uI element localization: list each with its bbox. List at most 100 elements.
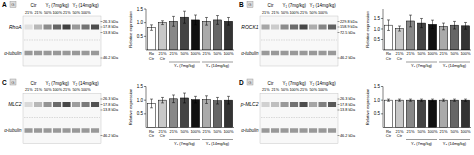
error-cap [150, 24, 153, 25]
x-tick-label-line: 21% [439, 129, 447, 134]
error-bar [431, 20, 434, 28]
error-cap [172, 102, 175, 103]
lane-label: 21% [34, 11, 42, 15]
gel-band [72, 128, 80, 133]
gel-icon-label: G [248, 2, 251, 7]
error-line [454, 21, 455, 29]
separator [261, 40, 337, 41]
gel-band [82, 102, 90, 107]
plot-area [147, 93, 232, 127]
y-axis-label: Relative expression [365, 11, 370, 48]
lane-label: 100% [52, 88, 62, 92]
column-header: Y₂ (14mg/kg) [310, 81, 337, 86]
error-cap [216, 97, 219, 98]
error-cap [227, 96, 230, 97]
mw-label: 46.2 kDa [103, 134, 119, 138]
bar [202, 21, 210, 50]
error-cap [442, 29, 445, 30]
gel-band [53, 25, 61, 30]
gel-band [328, 128, 336, 133]
x-tick-label: 50% [213, 51, 221, 56]
error-cap [409, 101, 412, 102]
error-cap [442, 23, 445, 24]
y-axis-label: Relative expression [128, 88, 133, 125]
lane-label: 50% [44, 11, 52, 15]
error-line [432, 20, 433, 28]
error-cap [194, 96, 197, 97]
error-cap [161, 20, 164, 21]
y-tick [381, 113, 383, 114]
group-label: Y₂ (14mg/kg) [206, 63, 230, 68]
group-label: Y₁ (7mg/kg) [411, 141, 433, 146]
lane-label: 100% [81, 11, 91, 15]
gel-band [290, 25, 298, 30]
error-cap [398, 99, 401, 100]
error-bar [205, 17, 208, 25]
y-axis-label: Relative expression [128, 11, 133, 48]
x-tick-label: 100% [427, 51, 438, 56]
gel-band [34, 128, 42, 133]
error-cap [453, 99, 456, 100]
error-bar [194, 96, 197, 103]
y-axis [383, 9, 384, 50]
x-tick-label: 21% [439, 129, 447, 134]
error-bar [183, 93, 186, 103]
x-axis [146, 50, 234, 51]
error-cap [172, 16, 175, 17]
gel-band [271, 128, 279, 133]
error-line [228, 17, 229, 25]
error-bar [431, 99, 434, 101]
error-line [217, 16, 218, 25]
error-line [162, 21, 163, 25]
error-cap [161, 97, 164, 98]
error-bar [398, 99, 401, 101]
error-cap [387, 99, 390, 100]
group-label: Y₁ (7mg/kg) [174, 141, 196, 146]
x-tick-label-line: Ctr [160, 133, 166, 138]
gel-band [281, 51, 289, 56]
mw-label: 26.3 kDa [103, 97, 119, 101]
error-cap [194, 15, 197, 16]
x-tick-label: 50% [450, 51, 458, 56]
error-line [421, 99, 422, 101]
column-header: Ctr [268, 3, 275, 8]
x-tick-label-line: 50% [450, 129, 458, 134]
x-tick-label-line: 21% [202, 129, 210, 134]
x-tick-label-line: 100% [460, 51, 471, 56]
x-tick-label-line: 21% [439, 51, 447, 56]
error-cap [409, 99, 412, 100]
bar [169, 99, 177, 128]
error-cap [205, 25, 208, 26]
gel-band [300, 102, 308, 107]
error-line [388, 20, 389, 31]
gel-band [290, 51, 298, 56]
y-tick-label: 1.0 [374, 27, 381, 32]
error-cap [216, 24, 219, 25]
error-line [410, 15, 411, 27]
y-tick [381, 28, 383, 29]
group-label: Y₁ (7mg/kg) [411, 63, 433, 68]
error-cap [172, 26, 175, 27]
gel-icon [10, 2, 16, 8]
x-tick-label: 21%Ctr [395, 51, 403, 61]
error-cap [409, 26, 412, 27]
y-tick-label: 0.5 [374, 37, 381, 42]
panel-letter: C [2, 79, 7, 86]
error-bar [205, 96, 208, 104]
lane-label: 50% [281, 88, 289, 92]
gel-band [72, 25, 80, 30]
y-tick [144, 22, 146, 23]
y-tick-label: 1.0 [374, 98, 381, 103]
error-line [410, 99, 411, 101]
x-tick-label: 100% [223, 129, 234, 134]
y-tick [144, 113, 146, 114]
x-tick-label-line: 50% [417, 129, 425, 134]
separator [24, 40, 100, 41]
column-header: Y₁ (7mg/kg) [45, 81, 69, 86]
bar [213, 101, 221, 128]
panel-letter: B [239, 1, 244, 8]
row-label: α-tubulin [241, 128, 259, 133]
y-tick [381, 100, 383, 101]
gel-band [72, 51, 80, 56]
x-tick-label-line: 21% [406, 51, 414, 56]
